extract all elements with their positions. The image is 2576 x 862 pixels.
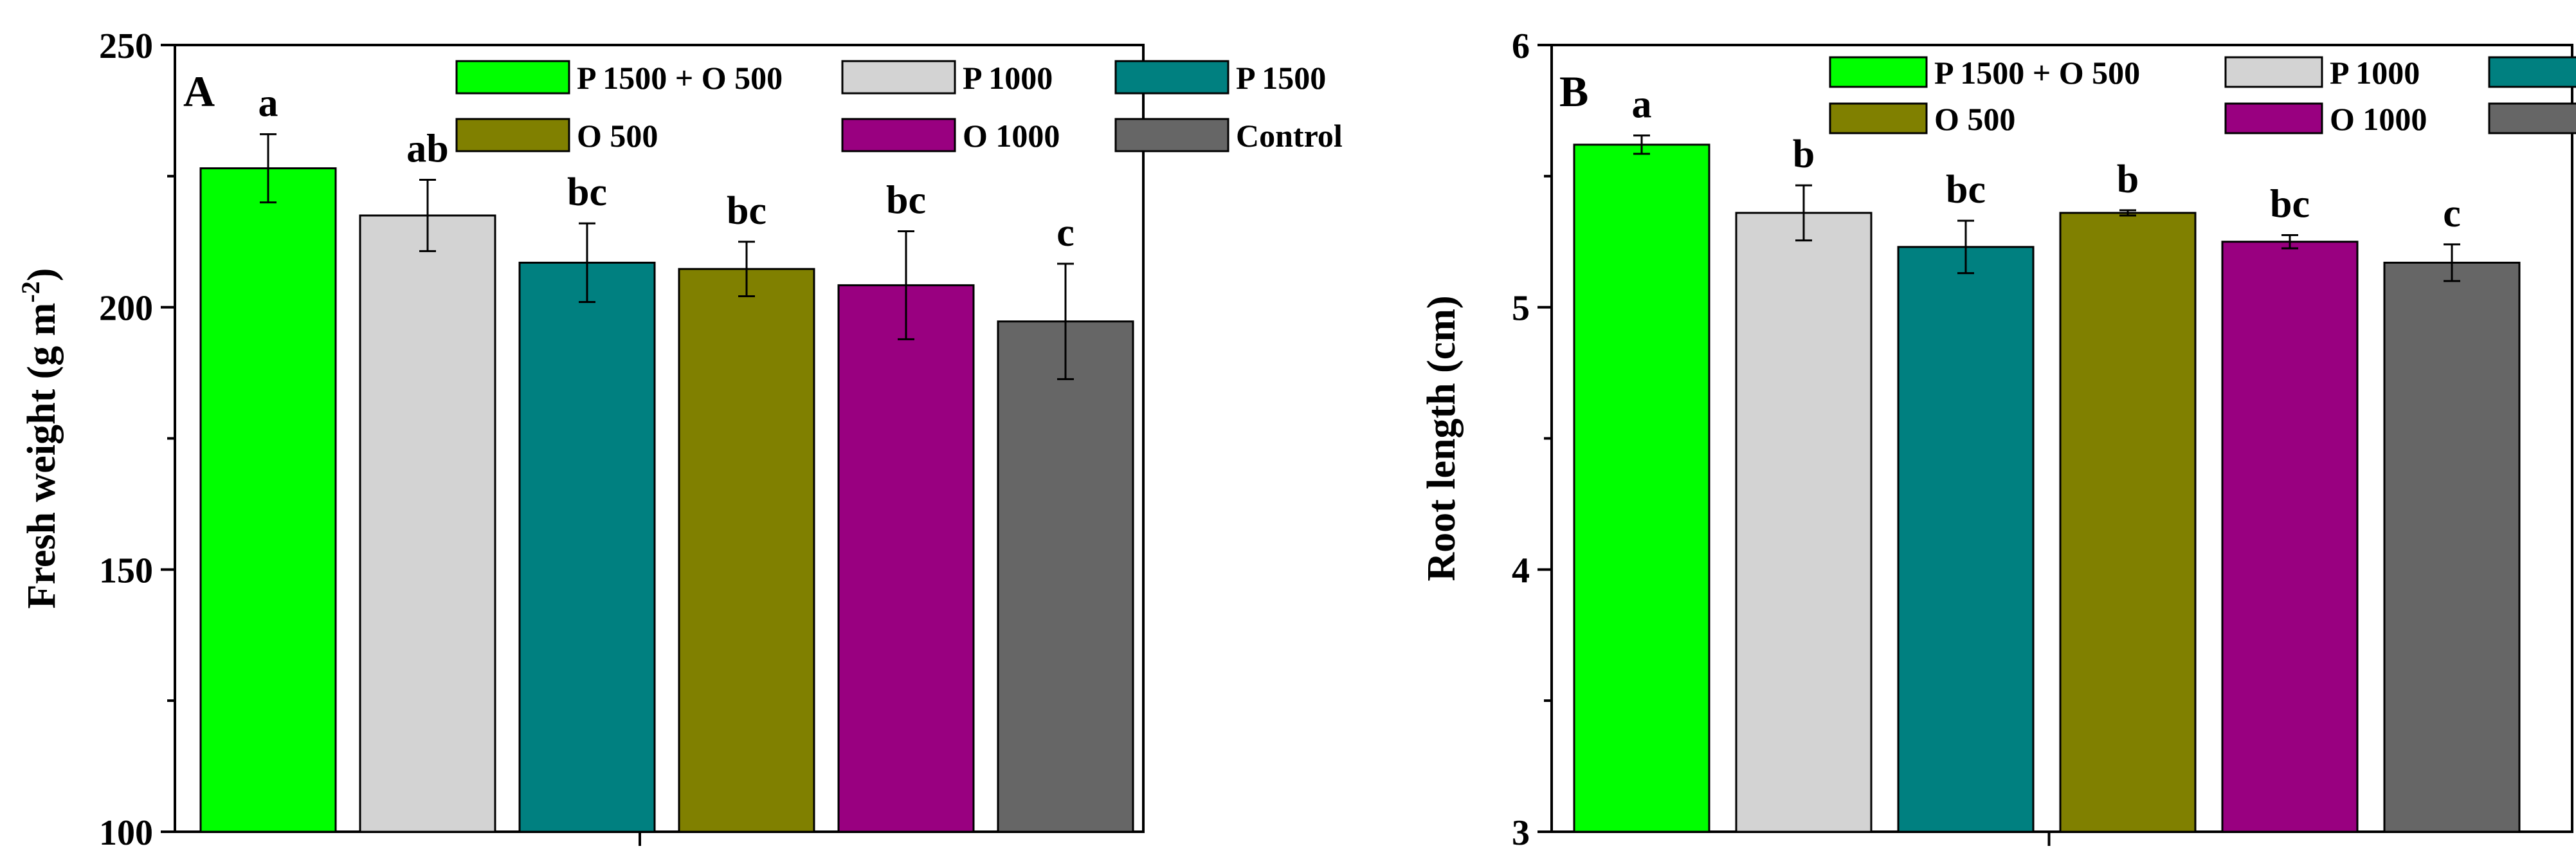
- y-tick-label-a: 150: [99, 551, 153, 591]
- legend-swatch-b: [2224, 56, 2323, 88]
- y-tick-label-a: 100: [99, 813, 153, 853]
- y-tick-label-b: 4: [1512, 551, 1530, 591]
- significance-letter-a: a: [259, 82, 278, 125]
- legend-label-a: O 1000: [963, 118, 1060, 154]
- legend-label-b: O 500: [1934, 101, 2015, 137]
- bar-b: [2221, 241, 2359, 833]
- significance-letter-b: b: [1793, 133, 1815, 176]
- significance-letter-a: c: [1057, 211, 1075, 255]
- y-axis-label-a: Fresh weight (g m-2): [16, 268, 64, 609]
- legend-swatch-a: [455, 60, 570, 95]
- y-axis-label-main: Fresh weight (g m: [20, 303, 64, 609]
- y-tick-label-a: 250: [99, 26, 153, 66]
- legend-swatch-a: [1114, 60, 1229, 95]
- legend-swatch-a: [455, 118, 570, 152]
- panel-a: 100 150 200 250 Fresh weight (g m-2) A a ab bc bc…: [16, 26, 1343, 853]
- legend-swatch-a: [841, 60, 956, 95]
- significance-letter-a: bc: [886, 178, 926, 222]
- legend-label-a: P 1500 + O 500: [577, 60, 783, 96]
- legend-swatch-b: [1829, 102, 1928, 134]
- panel-b: 3 4 5 6 Root length (cm) B a b bc b bc c P 1500 + O …: [1420, 26, 2576, 853]
- bar-b: [1897, 246, 2035, 833]
- legend-swatch-b: [2224, 102, 2323, 134]
- bar-a: [359, 214, 496, 833]
- significance-letter-b: bc: [2270, 183, 2310, 226]
- legend-label-a: O 500: [577, 118, 658, 154]
- significance-letter-b: c: [2443, 192, 2461, 235]
- significance-letter-a: bc: [727, 189, 766, 233]
- y-axis-label-b: Root length (cm): [1420, 295, 1464, 581]
- significance-letter-b: a: [1632, 83, 1652, 127]
- legend-label-b: P 1000: [2330, 55, 2420, 91]
- bar-a: [678, 268, 815, 833]
- y-axis-label-main: Root length (cm): [1420, 295, 1464, 581]
- bar-a: [199, 167, 337, 833]
- bar-a: [837, 284, 975, 833]
- legend-label-a: P 1500: [1236, 60, 1326, 96]
- legend-swatch-a: [1114, 118, 1229, 152]
- significance-letter-a: bc: [567, 170, 607, 214]
- legend-swatch-b: [2488, 56, 2576, 88]
- y-axis-label-tail: ): [20, 268, 64, 282]
- significance-letter-b: b: [2117, 158, 2139, 201]
- bar-b: [1735, 212, 1873, 833]
- panel-label-a: A: [183, 67, 215, 116]
- legend-label-a: P 1000: [963, 60, 1053, 96]
- legend-swatch-b: [1829, 56, 1928, 88]
- y-tick-label-b: 3: [1512, 813, 1530, 853]
- bar-b: [2383, 261, 2521, 833]
- bar-b: [2059, 212, 2197, 833]
- y-tick-label-b: 6: [1512, 26, 1530, 66]
- significance-letter-a: ab: [406, 127, 448, 171]
- legend-swatch-b: [2488, 102, 2576, 134]
- legend-label-b: O 1000: [2330, 101, 2427, 137]
- significance-letter-b: bc: [1946, 168, 1986, 212]
- panel-label-b: B: [1559, 67, 1588, 116]
- bar-a: [518, 261, 656, 833]
- legend-label-a: Control: [1236, 118, 1343, 154]
- y-tick-label-b: 5: [1512, 289, 1530, 329]
- y-axis-label-superscript: -2: [16, 281, 45, 302]
- legend-label-b: P 1500 + O 500: [1934, 55, 2140, 91]
- y-tick-label-a: 200: [99, 289, 153, 329]
- bar-a: [997, 320, 1134, 833]
- legend-swatch-a: [841, 118, 956, 152]
- bar-b: [1573, 143, 1710, 833]
